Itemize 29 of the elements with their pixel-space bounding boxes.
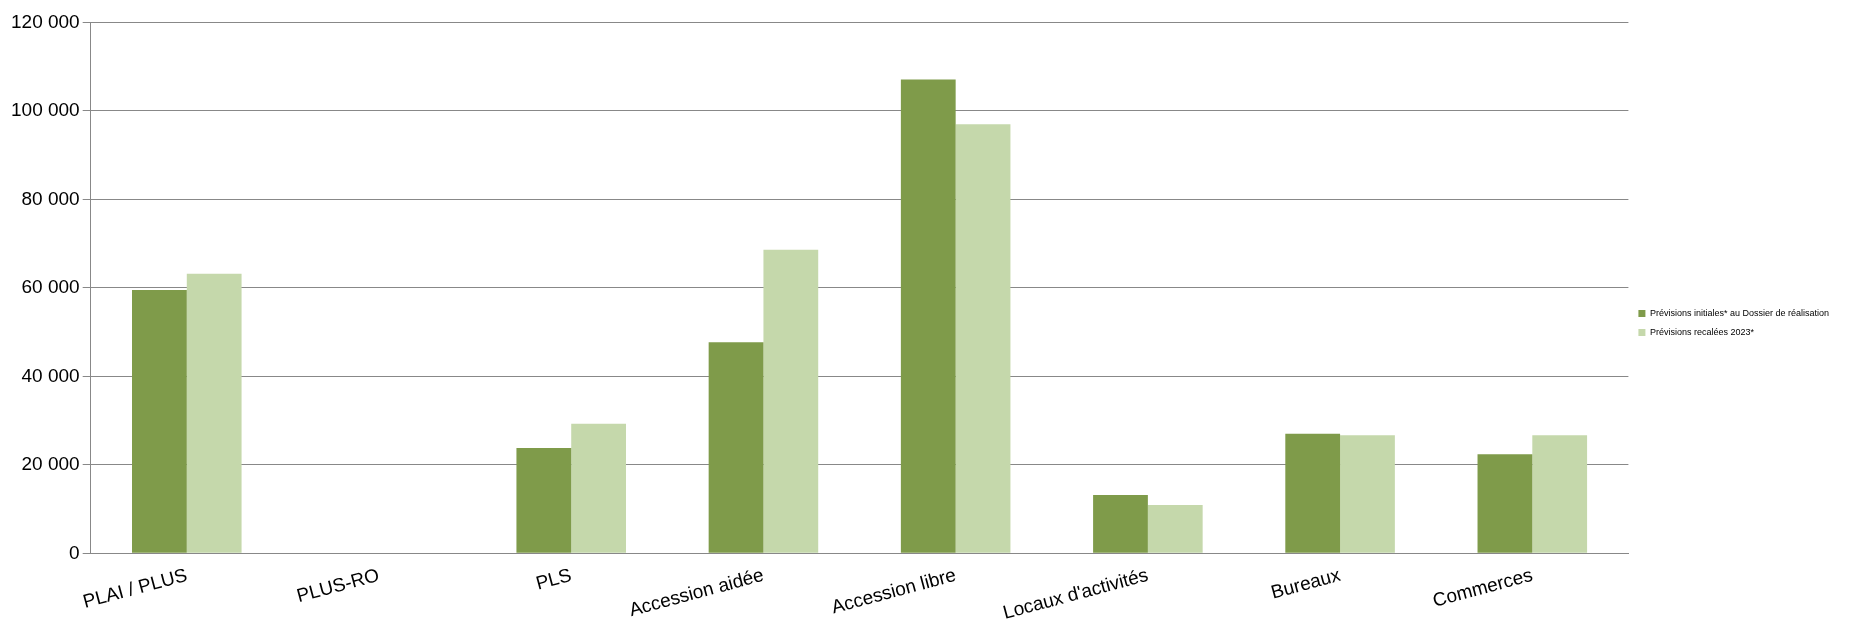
bar — [186, 273, 242, 553]
bar — [900, 79, 956, 553]
bar — [1147, 505, 1203, 553]
bar — [1340, 435, 1395, 553]
y-tick-label: 80 000 — [21, 187, 80, 209]
x-tick-label: Accession libre — [829, 563, 959, 618]
legend-label: Prévisions recalées 2023* — [1649, 326, 1755, 337]
legend-label: Prévisions initiales* au Dossier de réalisation — [1649, 307, 1830, 318]
x-tick-label: Accession aidée — [626, 563, 766, 621]
y-tick-label: 60 000 — [21, 276, 80, 298]
bar — [763, 249, 819, 553]
bar — [708, 342, 764, 553]
x-tick-label: PLAI / PLUS — [80, 563, 190, 612]
bar — [571, 423, 626, 553]
bar — [1093, 494, 1148, 553]
bar — [955, 124, 1011, 553]
x-tick-label: PLS — [533, 563, 574, 594]
bar — [1285, 433, 1341, 553]
y-tick-label: 20 000 — [21, 453, 80, 475]
y-tick-label: 40 000 — [21, 364, 80, 386]
y-tick-label: 100 000 — [10, 99, 80, 121]
x-tick-label: Bureaux — [1268, 563, 1343, 603]
x-tick-label: Locaux d'activités — [1000, 563, 1151, 623]
bar — [1532, 435, 1588, 553]
y-tick-label: 120 000 — [10, 10, 80, 32]
bar — [132, 290, 187, 553]
bar — [516, 448, 572, 553]
y-tick-label: 0 — [69, 541, 80, 563]
bar — [1477, 454, 1533, 553]
